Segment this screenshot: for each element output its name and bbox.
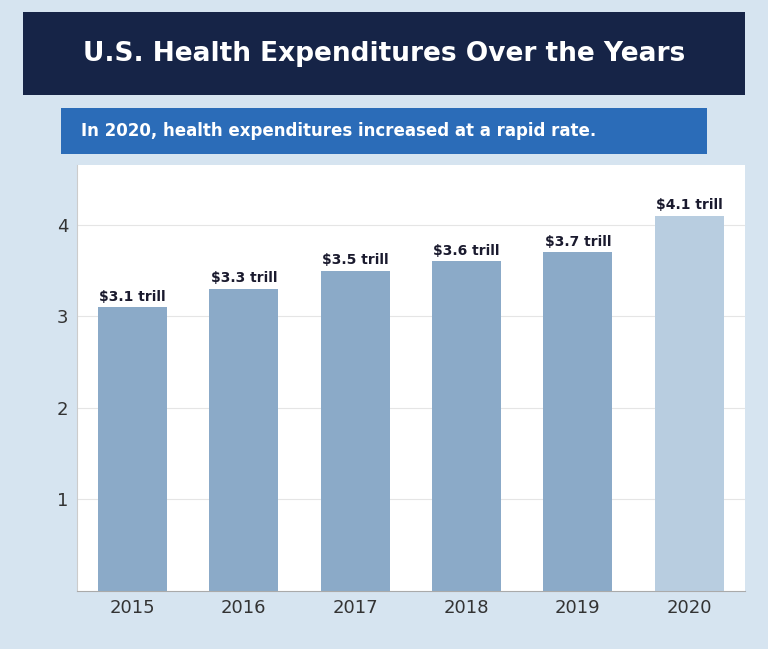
Text: $3.6 trill: $3.6 trill [433, 244, 500, 258]
Text: $3.7 trill: $3.7 trill [545, 235, 611, 249]
Bar [210, 289, 278, 591]
Text: In 2020, health expenditures increased at a rapid rate.: In 2020, health expenditures increased a… [81, 122, 596, 140]
Bar [544, 252, 612, 591]
Bar [321, 271, 389, 591]
Text: $3.1 trill: $3.1 trill [99, 289, 166, 304]
Text: $4.1 trill: $4.1 trill [656, 198, 723, 212]
Text: $3.5 trill: $3.5 trill [322, 253, 389, 267]
Text: U.S. Health Expenditures Over the Years: U.S. Health Expenditures Over the Years [83, 41, 685, 67]
Bar [432, 262, 501, 591]
Text: $3.3 trill: $3.3 trill [210, 271, 277, 286]
Bar [98, 307, 167, 591]
Bar [655, 215, 723, 591]
